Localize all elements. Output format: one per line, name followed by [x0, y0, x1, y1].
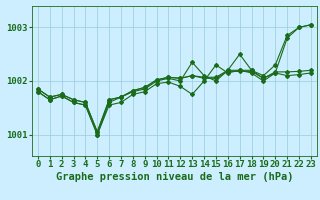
X-axis label: Graphe pression niveau de la mer (hPa): Graphe pression niveau de la mer (hPa) — [56, 172, 293, 182]
